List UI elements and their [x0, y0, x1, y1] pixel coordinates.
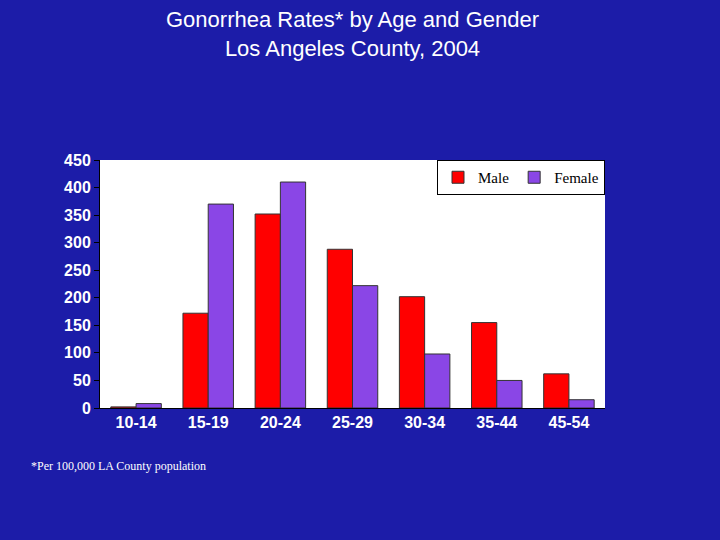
svg-text:15-19: 15-19: [188, 414, 229, 431]
svg-text:Gonorrhea Rates* by Age and Ge: Gonorrhea Rates* by Age and GenderLos An…: [166, 7, 539, 61]
svg-text:100: 100: [64, 344, 91, 361]
svg-text:400: 400: [64, 179, 91, 196]
svg-text:0: 0: [82, 400, 91, 417]
svg-text:Male: Male: [478, 170, 509, 186]
svg-text:Female: Female: [554, 170, 598, 186]
svg-text:50: 50: [73, 372, 91, 389]
svg-text:10-14: 10-14: [116, 414, 157, 431]
svg-text:450: 450: [64, 152, 91, 169]
svg-text:150: 150: [64, 317, 91, 334]
svg-text:250: 250: [64, 262, 91, 279]
svg-text:35-44: 35-44: [476, 414, 517, 431]
svg-text:30-34: 30-34: [404, 414, 445, 431]
svg-text:20-24: 20-24: [260, 414, 301, 431]
svg-text:300: 300: [64, 234, 91, 251]
svg-text:350: 350: [64, 207, 91, 224]
svg-text:200: 200: [64, 289, 91, 306]
svg-text:45-54: 45-54: [548, 414, 589, 431]
svg-text:25-29: 25-29: [332, 414, 373, 431]
svg-text:*Per 100,000 LA County populat: *Per 100,000 LA County population: [31, 459, 206, 473]
